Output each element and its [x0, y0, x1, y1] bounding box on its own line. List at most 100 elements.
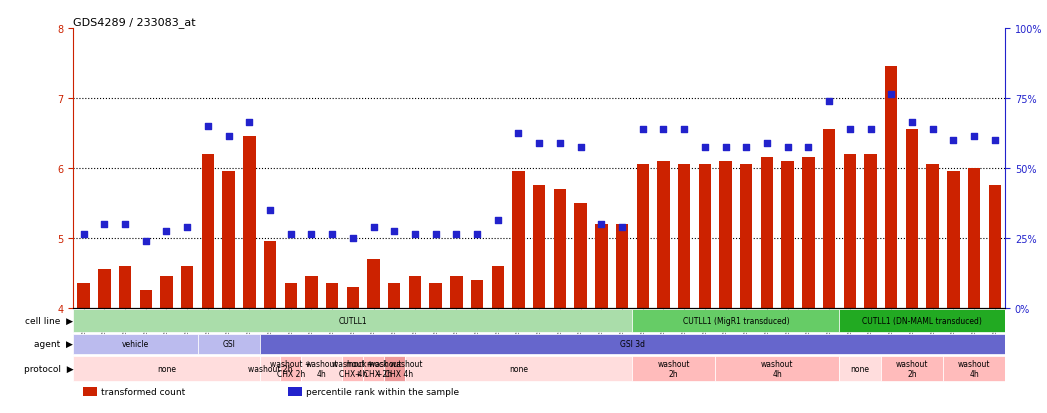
Text: percentile rank within the sample: percentile rank within the sample	[306, 387, 460, 396]
Point	[883, 92, 899, 99]
Bar	[802, 158, 815, 308]
Text: vehicle: vehicle	[121, 339, 149, 349]
Text: none: none	[509, 364, 528, 373]
Point	[717, 144, 734, 151]
Bar	[575, 203, 586, 308]
Bar	[781, 161, 794, 308]
Bar	[637, 165, 649, 308]
Point	[655, 127, 672, 133]
Point	[779, 144, 796, 151]
Text: CUTLL1 (MigR1 transduced): CUTLL1 (MigR1 transduced)	[683, 316, 789, 325]
Bar	[160, 277, 173, 308]
Point	[427, 231, 444, 238]
Point	[965, 134, 982, 140]
Bar	[222, 172, 235, 308]
Bar	[450, 277, 463, 308]
FancyBboxPatch shape	[632, 309, 840, 332]
Bar	[719, 161, 732, 308]
Point	[137, 238, 154, 245]
Point	[448, 231, 465, 238]
Bar	[139, 291, 152, 308]
Point	[241, 120, 258, 126]
Point	[344, 235, 361, 242]
Point	[262, 207, 279, 214]
Text: GDS4289 / 233083_at: GDS4289 / 233083_at	[73, 17, 196, 28]
FancyBboxPatch shape	[260, 334, 1005, 354]
Bar	[533, 186, 545, 308]
FancyBboxPatch shape	[73, 334, 198, 354]
FancyBboxPatch shape	[840, 356, 881, 382]
Bar	[181, 266, 194, 308]
Text: washout
2h: washout 2h	[658, 359, 690, 379]
Bar	[844, 154, 856, 308]
Bar	[740, 165, 753, 308]
FancyBboxPatch shape	[363, 356, 384, 382]
Bar	[492, 266, 504, 308]
Bar	[698, 165, 711, 308]
Point	[593, 221, 609, 228]
Bar	[306, 277, 317, 308]
FancyBboxPatch shape	[342, 356, 363, 382]
Bar	[471, 280, 484, 308]
Text: washout +
CHX 2h: washout + CHX 2h	[270, 359, 311, 379]
Point	[406, 231, 423, 238]
FancyBboxPatch shape	[632, 356, 715, 382]
Point	[386, 228, 403, 235]
Point	[303, 231, 319, 238]
FancyBboxPatch shape	[404, 356, 632, 382]
Point	[696, 144, 713, 151]
Text: mock washout
+ CHX 4h: mock washout + CHX 4h	[366, 359, 422, 379]
Bar	[823, 130, 836, 308]
Text: none: none	[850, 364, 870, 373]
Bar	[264, 242, 276, 308]
Bar	[326, 284, 338, 308]
Point	[738, 144, 755, 151]
Bar	[865, 154, 876, 308]
Bar	[202, 154, 214, 308]
Bar	[98, 270, 111, 308]
Point	[821, 99, 838, 105]
Point	[573, 144, 589, 151]
Text: none: none	[157, 364, 176, 373]
Bar	[429, 284, 442, 308]
Bar	[906, 130, 918, 308]
FancyBboxPatch shape	[840, 309, 1005, 332]
Point	[510, 130, 527, 137]
Text: washout
4h: washout 4h	[958, 359, 990, 379]
Point	[116, 221, 133, 228]
Text: washout 2h: washout 2h	[248, 364, 292, 373]
Bar	[616, 224, 628, 308]
FancyBboxPatch shape	[881, 356, 943, 382]
Point	[158, 228, 175, 235]
Text: protocol  ▶: protocol ▶	[24, 364, 73, 373]
Bar	[967, 169, 980, 308]
Point	[283, 231, 299, 238]
FancyBboxPatch shape	[260, 356, 281, 382]
Text: washout +
CHX 4h: washout + CHX 4h	[332, 359, 374, 379]
Point	[675, 127, 692, 133]
Text: washout
4h: washout 4h	[761, 359, 794, 379]
Bar	[119, 266, 131, 308]
Point	[925, 127, 941, 133]
Bar	[948, 172, 959, 308]
FancyBboxPatch shape	[943, 356, 1005, 382]
Point	[986, 137, 1003, 144]
Text: CUTLL1 (DN-MAML transduced): CUTLL1 (DN-MAML transduced)	[863, 316, 982, 325]
Point	[800, 144, 817, 151]
FancyBboxPatch shape	[715, 356, 840, 382]
Bar	[595, 224, 607, 308]
Bar	[388, 284, 400, 308]
Bar	[927, 165, 939, 308]
Point	[469, 231, 486, 238]
Text: GSI 3d: GSI 3d	[620, 339, 645, 349]
Point	[75, 231, 92, 238]
FancyBboxPatch shape	[73, 309, 632, 332]
FancyBboxPatch shape	[73, 356, 260, 382]
Point	[759, 141, 776, 147]
Bar	[988, 186, 1001, 308]
Bar	[285, 284, 297, 308]
Point	[945, 137, 962, 144]
Bar	[83, 387, 96, 396]
Point	[324, 231, 340, 238]
Text: mock washout
+ CHX 2h: mock washout + CHX 2h	[346, 359, 401, 379]
